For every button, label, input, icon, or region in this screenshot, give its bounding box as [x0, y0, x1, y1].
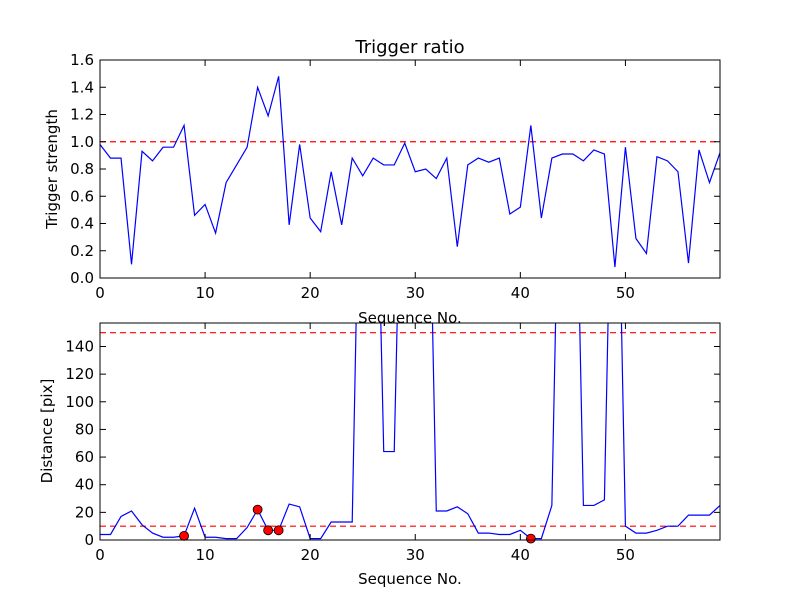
outlier-marker — [179, 530, 189, 541]
y-tick-label: 0.8 — [70, 160, 94, 178]
y-tick-label: 0.0 — [70, 269, 94, 287]
y-tick-label: 0.2 — [70, 242, 94, 260]
y-tick-label: 120 — [65, 365, 94, 383]
y-tick-label: 1.2 — [70, 106, 94, 124]
series-line — [100, 323, 720, 540]
y-tick-label: 20 — [75, 503, 94, 521]
y-tick-label: 0.4 — [70, 215, 94, 233]
x-tick-label: 30 — [406, 284, 425, 302]
x-tick-label: 0 — [95, 546, 105, 564]
x-axis-label: Sequence No. — [358, 570, 462, 588]
outlier-marker — [273, 525, 284, 536]
distance-chart: 0 10 20 30 40 50 0 20 40 60 80 100 120 140 Sequence N… — [38, 322, 721, 588]
y-tick-label: 140 — [65, 337, 94, 355]
y-tick-label: 60 — [75, 448, 94, 466]
trigger-ratio-chart: Trigger ratio 0 10 20 30 40 50 0.0 0.2 0.4 0.6 0.8… — [43, 37, 721, 327]
plot-frame — [99, 322, 721, 541]
x-axis-label: Sequence No. — [358, 309, 462, 327]
x-tick-label: 20 — [301, 284, 320, 302]
x-tick-label: 10 — [196, 284, 215, 302]
x-tick-label: 40 — [511, 284, 530, 302]
plot-frame — [99, 59, 721, 279]
y-tick-label: 1.0 — [70, 133, 94, 151]
y-tick-label: 1.4 — [70, 78, 94, 96]
outlier-marker — [525, 533, 536, 544]
y-tick-label: 100 — [65, 393, 94, 411]
x-tick-label: 40 — [511, 546, 530, 564]
x-tick-label: 50 — [616, 546, 635, 564]
series-line — [100, 76, 720, 268]
x-tick-label: 10 — [196, 546, 215, 564]
x-tick-label: 0 — [95, 284, 105, 302]
y-axis-label: Trigger strength — [43, 109, 61, 230]
y-tick-label: 80 — [75, 420, 94, 438]
x-tick-label: 50 — [616, 284, 635, 302]
chart-title: Trigger ratio — [354, 37, 464, 58]
y-tick-label: 0 — [84, 531, 94, 549]
outlier-marker — [252, 504, 263, 515]
outlier-marker — [263, 525, 274, 536]
y-tick-label: 1.6 — [70, 51, 94, 69]
y-axis-label: Distance [pix] — [38, 379, 56, 484]
x-tick-label: 30 — [406, 546, 425, 564]
y-tick-label: 0.6 — [70, 187, 94, 205]
x-tick-label: 20 — [301, 546, 320, 564]
y-tick-label: 40 — [75, 476, 94, 494]
